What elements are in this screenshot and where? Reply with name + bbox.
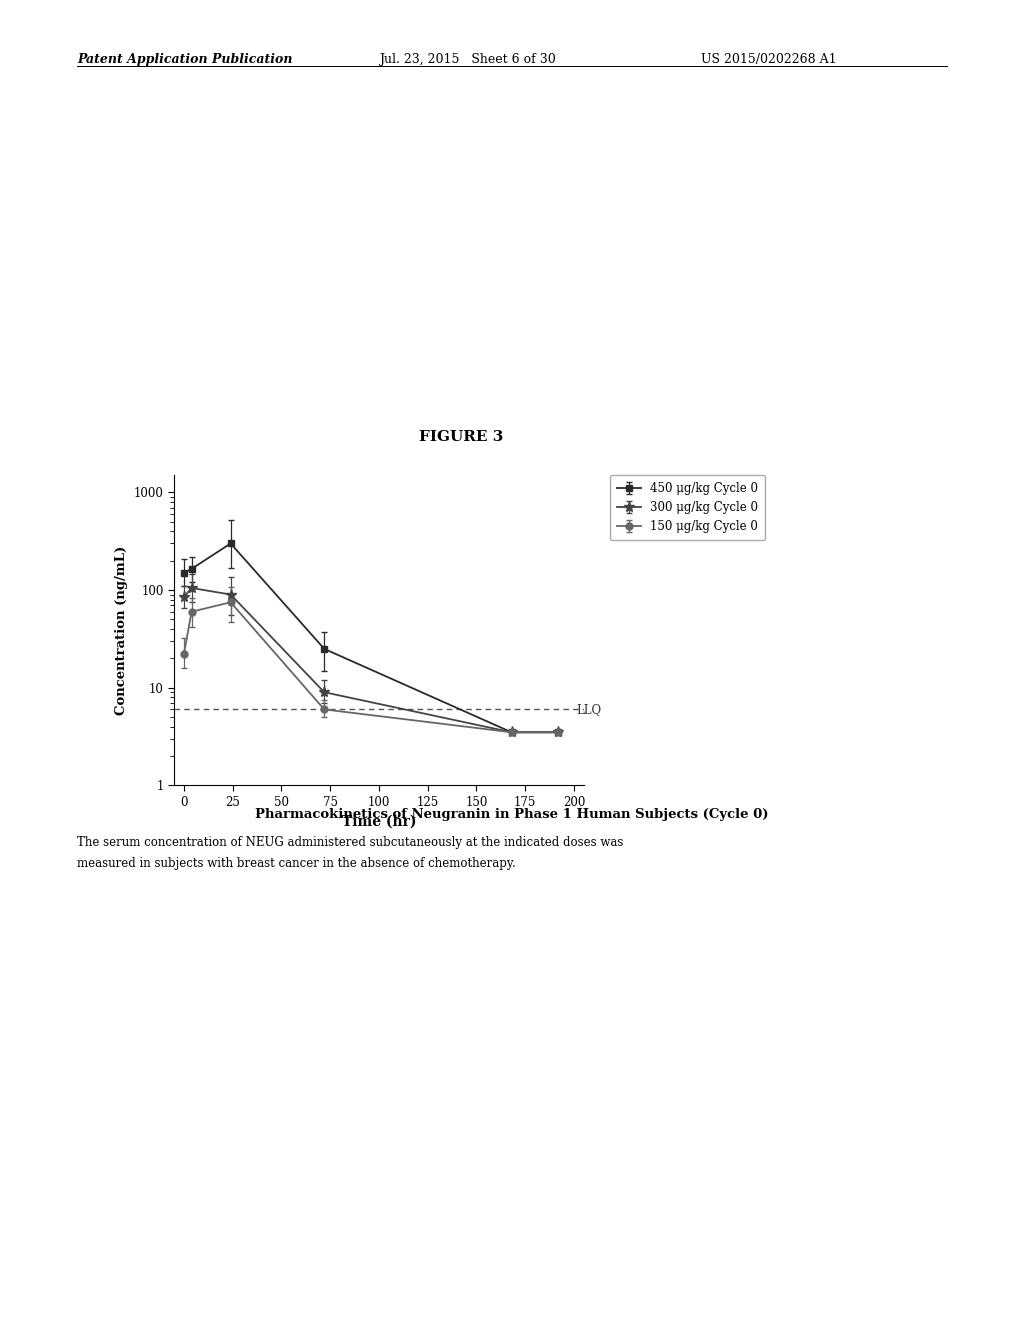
Text: measured in subjects with breast cancer in the absence of chemotherapy.: measured in subjects with breast cancer …: [77, 857, 515, 870]
Text: The serum concentration of NEUG administered subcutaneously at the indicated dos: The serum concentration of NEUG administ…: [77, 836, 624, 849]
Text: US 2015/0202268 A1: US 2015/0202268 A1: [701, 53, 837, 66]
Text: Pharmacokinetics of Neugranin in Phase 1 Human Subjects (Cycle 0): Pharmacokinetics of Neugranin in Phase 1…: [255, 808, 769, 821]
Text: LLQ: LLQ: [575, 704, 601, 715]
Legend: 450 μg/kg Cycle 0, 300 μg/kg Cycle 0, 150 μg/kg Cycle 0: 450 μg/kg Cycle 0, 300 μg/kg Cycle 0, 15…: [610, 475, 765, 540]
Y-axis label: Concentration (ng/mL): Concentration (ng/mL): [116, 545, 128, 715]
Text: Patent Application Publication: Patent Application Publication: [77, 53, 292, 66]
Text: FIGURE 3: FIGURE 3: [419, 430, 503, 445]
X-axis label: Time (hr): Time (hr): [342, 814, 416, 829]
Text: Jul. 23, 2015   Sheet 6 of 30: Jul. 23, 2015 Sheet 6 of 30: [379, 53, 556, 66]
